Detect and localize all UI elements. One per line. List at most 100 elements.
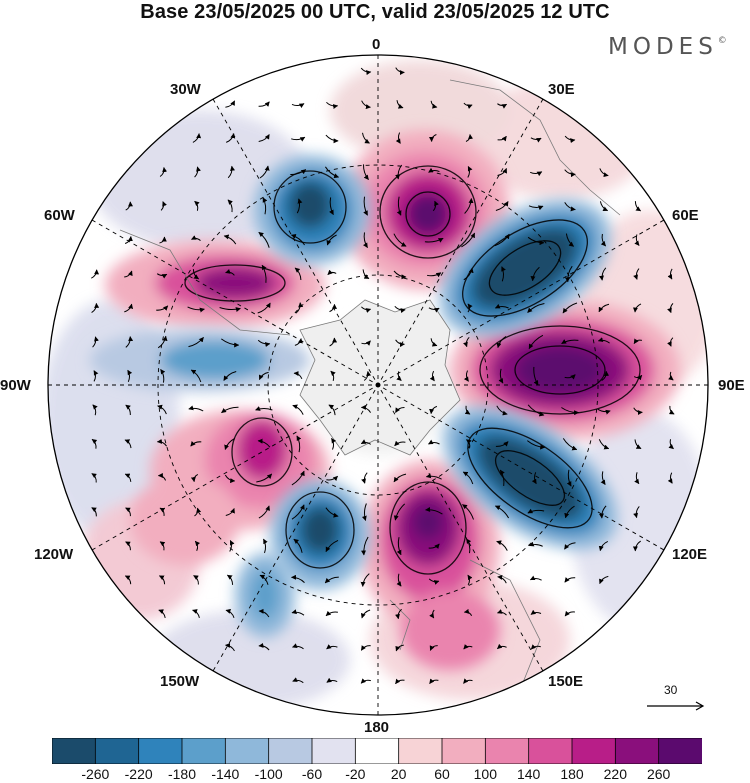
- lon-label-150e: 150E: [548, 673, 584, 690]
- wind-vector: [600, 471, 606, 486]
- wind-vector: [396, 196, 402, 216]
- wind-vector: [331, 437, 337, 450]
- wind-vector: [633, 375, 643, 381]
- wind-vector: [429, 370, 435, 382]
- wind-vector: [327, 269, 337, 275]
- colorbar-tick-label: -60: [301, 766, 323, 782]
- wind-vector: [188, 405, 204, 412]
- wind-vector: [393, 233, 407, 247]
- wind-vector: [326, 475, 338, 482]
- wind-vector: [361, 340, 371, 346]
- wind-vector: [668, 439, 674, 450]
- wind-vector: [188, 337, 204, 348]
- colorbar-swatch: [614, 738, 660, 764]
- wind-vector: [125, 507, 131, 517]
- wind-vector: [91, 269, 100, 279]
- wind-vector: [361, 536, 369, 556]
- wind-vector: [599, 267, 607, 281]
- wind-vector: [226, 133, 236, 143]
- wind-vector: [632, 540, 641, 552]
- wind-vector: [561, 407, 580, 416]
- wind-vector: [530, 609, 542, 615]
- wind-vector: [294, 338, 303, 346]
- wind-vector: [667, 472, 673, 484]
- wind-vector: [226, 574, 234, 585]
- colorbar-swatch: [528, 738, 573, 764]
- wind-vector: [325, 539, 339, 553]
- wind-reference-arrow: [647, 701, 705, 711]
- colorbar-tick-label: 60: [434, 766, 450, 782]
- wind-vector: [360, 404, 372, 413]
- wind-vector: [193, 575, 199, 585]
- wind-vector: [465, 134, 474, 142]
- wind-vector: [219, 307, 241, 312]
- lon-label-60w: 60W: [44, 207, 75, 224]
- wind-vector: [291, 470, 305, 486]
- wind-vector: [91, 507, 97, 517]
- wind-vector: [125, 541, 131, 551]
- wind-vector: [360, 439, 372, 445]
- wind-vector: [224, 438, 236, 450]
- colorbar-tick-label: -220: [124, 766, 153, 782]
- wind-vector: [225, 268, 235, 276]
- wind-vector: [225, 608, 235, 618]
- colorbar-tick-label: -100: [254, 766, 283, 782]
- wind-vector: [92, 336, 99, 348]
- wind-vector: [225, 508, 235, 516]
- colorbar-swatch: [354, 738, 400, 764]
- wind-vector: [259, 165, 270, 179]
- wind-vector: [296, 435, 302, 453]
- colorbar-tick-label: 100: [473, 766, 498, 782]
- wind-vector: [187, 306, 205, 313]
- wind-vector: [361, 100, 371, 110]
- wind-vector: [395, 608, 402, 620]
- map-title: Base 23/05/2025 00 UTC, valid 23/05/2025…: [140, 1, 610, 23]
- wind-vector: [430, 100, 438, 109]
- wind-vector: [227, 165, 235, 179]
- wind-vector: [632, 303, 642, 313]
- wind-vector: [463, 643, 473, 650]
- wind-vector: [328, 404, 336, 416]
- wind-vector: [527, 303, 545, 313]
- wind-vector: [256, 473, 273, 483]
- wind-vector: [633, 506, 640, 519]
- wind-vector: [432, 200, 439, 212]
- wind-vector: [291, 609, 305, 616]
- wind-vector: [194, 540, 201, 552]
- wind-vector: [291, 136, 306, 142]
- wind-vector: [190, 369, 202, 383]
- wind-vector: [393, 473, 407, 483]
- wind-vector: [528, 334, 544, 350]
- wind-vector: [326, 101, 339, 109]
- lon-label-60e: 60E: [672, 207, 699, 224]
- wind-vector: [395, 164, 403, 180]
- wind-vector: [462, 504, 474, 520]
- anomaly-low-west: [90, 328, 310, 637]
- wind-vector: [599, 575, 609, 585]
- wind-vector: [564, 542, 576, 550]
- wind-vector: [564, 374, 576, 380]
- colorbar-tick-label: -20: [345, 766, 366, 782]
- wind-vector: [329, 303, 337, 313]
- lon-label-30w: 30W: [170, 81, 201, 98]
- wind-vector: [258, 642, 270, 651]
- wind-vector: [258, 608, 270, 618]
- colorbar-swatch: [658, 738, 702, 764]
- wind-vector: [461, 232, 476, 248]
- wind-vector: [463, 267, 474, 281]
- wind-vector: [360, 67, 372, 76]
- wind-vector: [668, 371, 674, 381]
- wind-vector: [293, 538, 303, 553]
- wind-vector: [426, 272, 442, 278]
- wind-vector: [634, 439, 642, 450]
- wind-vector: [564, 577, 576, 583]
- wind-vector: [361, 306, 372, 313]
- colorbar-swatch: [52, 738, 97, 764]
- wind-vector: [564, 135, 576, 144]
- wind-vector: [494, 233, 510, 247]
- wind-vector: [497, 609, 507, 616]
- wind-vector: [396, 573, 402, 587]
- wind-vector: [598, 439, 610, 450]
- wind-vector: [494, 303, 509, 309]
- wind-vector: [425, 507, 443, 515]
